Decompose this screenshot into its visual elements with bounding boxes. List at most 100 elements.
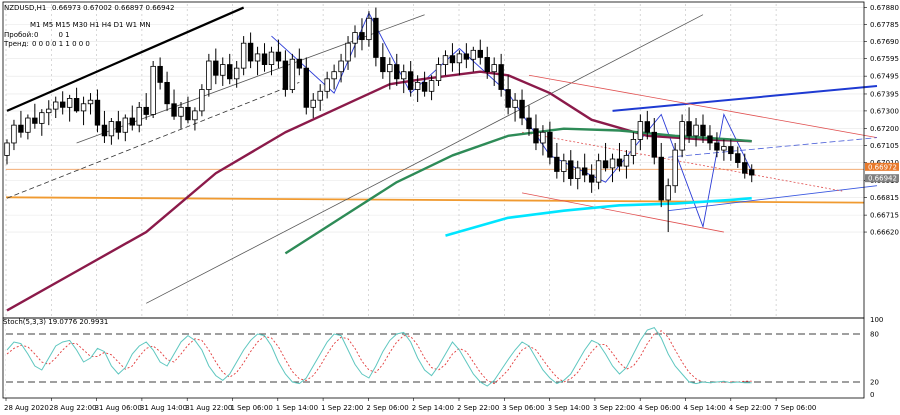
candle-body-bear (658, 156, 664, 201)
candle (18, 110, 24, 138)
candle-body-bull (206, 60, 212, 90)
candle-body-bear (296, 58, 303, 69)
candle-body-bear (568, 160, 574, 179)
candle (233, 61, 240, 88)
price-tick-label: 0.66715 (870, 212, 899, 220)
candle (324, 71, 330, 99)
price-tick-label: 0.67880 (870, 4, 899, 12)
candle (220, 57, 226, 86)
candle (456, 50, 463, 76)
candle-body-bull (623, 155, 630, 167)
candle (254, 46, 261, 76)
candle (387, 57, 393, 90)
candle (157, 57, 163, 90)
candle (505, 75, 511, 115)
price-tick-label: 0.67395 (870, 90, 899, 98)
candle-body-bear (707, 135, 713, 144)
candle (338, 53, 344, 83)
time-tick-label: 4 Sep 22:00 (729, 404, 771, 412)
candle (282, 50, 289, 97)
candle (491, 57, 497, 86)
candle-body-bull (693, 124, 699, 137)
candle (435, 57, 442, 86)
candle-body-bull (122, 117, 129, 133)
time-tick-label: 28 Aug 22:00 (49, 404, 96, 412)
candle-body-bear (519, 99, 525, 119)
candle (665, 178, 671, 233)
candle-body-bear (484, 57, 490, 73)
stoch-main-line (6, 327, 752, 387)
candle-body-bull (11, 124, 17, 144)
candle-body-bull (46, 108, 52, 114)
candle (373, 7, 379, 67)
candle-body-bull (310, 99, 316, 108)
time-tick-label: 2 Sep 14:00 (412, 404, 454, 412)
candle-body-bear (714, 142, 720, 151)
candle-body-bear (742, 162, 748, 174)
candle (644, 110, 651, 140)
candle-body-bear (359, 32, 365, 41)
price-tag-bg (865, 174, 899, 183)
candle-body-bear (171, 103, 177, 117)
candle-body-bear (449, 55, 456, 64)
price-axis: 0.67880 0.67785 0.67690 0.67595 0.67495 0.673… (864, 4, 899, 399)
candle (679, 114, 685, 158)
candle-body-bull (435, 64, 442, 82)
candle (296, 48, 303, 76)
time-tick-label: 3 Sep 14:00 (548, 404, 590, 412)
candle-body-bull (233, 67, 240, 80)
candle (394, 53, 400, 86)
candle-body-bull (66, 98, 73, 108)
candle-body-bear (533, 128, 539, 144)
candle (512, 93, 518, 122)
candle-body-bear (129, 117, 135, 126)
time-tick-label: 31 Aug 14:00 (140, 404, 187, 412)
candle-body-bull (679, 121, 685, 151)
candle (261, 43, 268, 72)
candle (66, 94, 73, 122)
red-channel-upper (528, 74, 878, 139)
candle (609, 153, 616, 183)
candle-body-bull (192, 110, 198, 121)
stochastic-label: Stoch(5,3,3) 19.0776 20.9931 (3, 318, 108, 326)
candle-body-bull (512, 99, 518, 108)
candle-body-bear (700, 124, 706, 137)
stoch-tick-label: 100 (870, 316, 883, 324)
candle-body-bull (630, 139, 637, 156)
candle (11, 119, 17, 151)
stoch-tick-label: 80 (870, 331, 879, 339)
candle-body-bull (331, 71, 337, 80)
candle-body-bull (289, 58, 296, 90)
candle-body-bull (366, 17, 372, 41)
candle-body-bear (32, 117, 38, 124)
time-tick-label: 1 Sep 22:00 (321, 404, 363, 412)
candle-body-bull (387, 64, 393, 73)
candle (588, 164, 595, 193)
candle (206, 53, 212, 97)
channel-mid-dashed (6, 82, 300, 199)
price-tag-label: 0.66942 (868, 175, 897, 183)
candle-body-bull (442, 55, 449, 65)
candle (540, 125, 546, 156)
time-tick-label: 4 Sep 06:00 (638, 404, 680, 412)
candle (185, 96, 191, 124)
time-tick-label: 28 Aug 2020 (4, 404, 49, 412)
candle (80, 96, 87, 126)
candle (143, 93, 149, 120)
candle-body-bull (595, 160, 602, 183)
candle-body-bear (261, 53, 268, 65)
candle-body-bear (505, 89, 511, 108)
candle-body-bear (554, 156, 560, 172)
candle-body-bull (199, 89, 205, 112)
time-tick-label: 1 Sep 06:00 (231, 404, 273, 412)
candle-body-bear (498, 64, 504, 90)
candle-body-bear (303, 67, 309, 108)
candle-body-bull (575, 167, 581, 179)
candle-body-bull (254, 53, 261, 62)
blue-dashed-mid (668, 137, 878, 158)
candle-body-bear (616, 158, 623, 167)
candle-body-bear (164, 81, 170, 105)
price-tag-bg (865, 162, 899, 171)
candle-body-bull (317, 90, 323, 101)
